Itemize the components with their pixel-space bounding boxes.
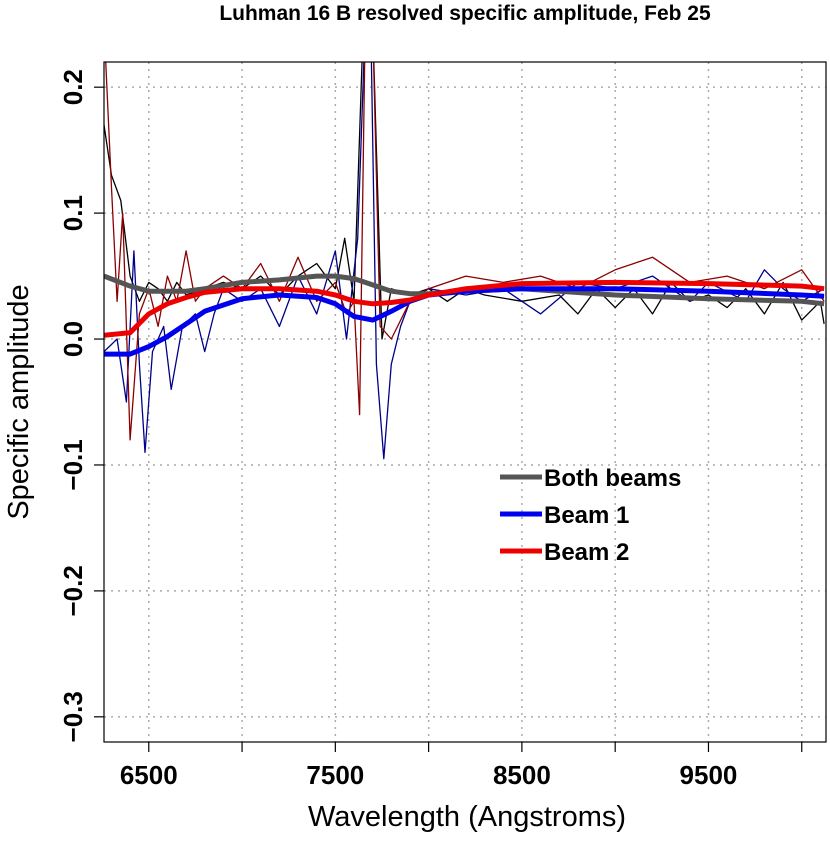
x-tick-label: 7500 <box>306 760 364 790</box>
chart-title: Luhman 16 B resolved specific amplitude,… <box>219 2 711 25</box>
x-axis-label: Wavelength (Angstroms) <box>308 801 626 833</box>
y-tick-label: 0.0 <box>58 321 88 357</box>
plot-frame <box>103 61 827 743</box>
raw-series-line <box>105 62 825 441</box>
axes: 6500 7500 8500 9500 0.2 0.1 0.0 −0.1 −0.2 −0.3 <box>58 69 803 790</box>
raw-series-line <box>104 62 825 460</box>
legend-label: Beam 1 <box>544 502 629 529</box>
y-tick-label: −0.3 <box>58 691 88 742</box>
legend-label: Both beams <box>544 465 681 492</box>
y-axis-label: Specific amplitude <box>3 284 35 519</box>
x-tick-label: 8500 <box>493 760 551 790</box>
y-tick-label: −0.1 <box>58 439 88 490</box>
x-tick-label: 9500 <box>680 760 738 790</box>
y-tick-label: 0.1 <box>58 195 88 231</box>
plot-lines <box>104 62 825 460</box>
series-line <box>104 273 825 307</box>
y-tick-label: 0.2 <box>58 69 88 105</box>
legend-label: Beam 2 <box>544 539 629 566</box>
x-tick-label: 6500 <box>120 760 178 790</box>
series-line <box>104 279 825 338</box>
y-tick-label: −0.2 <box>58 565 88 616</box>
grid <box>104 62 826 742</box>
legend: Both beams Beam 1 Beam 2 <box>500 465 681 566</box>
series-line <box>104 286 825 357</box>
